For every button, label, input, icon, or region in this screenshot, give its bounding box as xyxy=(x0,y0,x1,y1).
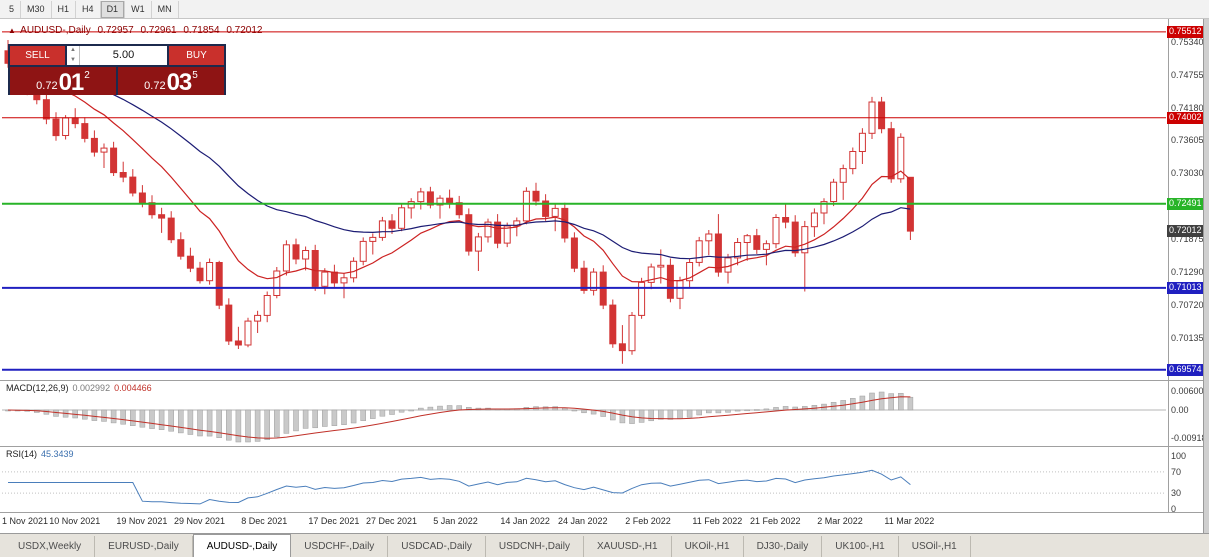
timeframe-button-5[interactable]: 5 xyxy=(3,0,22,18)
panel-toggle-icon[interactable]: ▲ xyxy=(8,26,16,35)
pane-separators xyxy=(0,19,1209,513)
volume-value: 5.00 xyxy=(112,49,135,61)
timeframe-button-h1[interactable]: H1 xyxy=(52,0,77,18)
buy-price-big: 03 xyxy=(166,69,193,96)
chart-tab-bar: USDX,Weekly EURUSD-,Daily AUDUSD-,Daily USD… xyxy=(0,533,1209,557)
macd-pane[interactable] xyxy=(0,381,1168,446)
chart-title: ▲ AUDUSD-,Daily 0.72957 0.72961 0.71854 … xyxy=(8,25,266,36)
chart-tab-audusd-daily[interactable]: AUDUSD-,Daily xyxy=(192,534,292,557)
chart-tab-usdchf-daily[interactable]: USDCHF-,Daily xyxy=(291,536,389,557)
timeframe-button-m30[interactable]: M30 xyxy=(21,0,52,18)
timeframe-button-h4[interactable]: H4 xyxy=(76,0,101,18)
rsi-name: RSI(14) xyxy=(6,449,38,459)
symbol-period-label: AUDUSD-,Daily xyxy=(20,25,91,36)
macd-value-main: 0.002992 xyxy=(72,383,111,393)
chart-tab-dj30-daily[interactable]: DJ30-,Daily xyxy=(744,536,823,557)
rsi-line xyxy=(8,469,911,505)
chart-tab-usdcad-daily[interactable]: USDCAD-,Daily xyxy=(388,536,486,557)
buy-button[interactable]: BUY xyxy=(169,46,224,65)
timeframe-button-d1[interactable]: D1 xyxy=(100,0,126,18)
moving-averages-layer xyxy=(7,62,911,283)
spinner-up-icon[interactable]: ▲ xyxy=(70,47,76,53)
spinner-down-icon[interactable]: ▼ xyxy=(70,56,76,63)
sell-button[interactable]: SELL xyxy=(10,46,65,65)
rsi-value: 45.3439 xyxy=(41,449,74,459)
sell-price-prefix: 0.72 xyxy=(36,80,58,92)
rsi-indicator-label: RSI(14) 45.3439 xyxy=(6,449,78,459)
volume-spinner[interactable]: ▲ ▼ xyxy=(67,46,80,65)
sell-price-display[interactable]: 0.72 01 2 xyxy=(10,67,116,95)
rsi-pane[interactable] xyxy=(0,447,1168,512)
ohlc-close: 0.72012 xyxy=(226,25,263,36)
one-click-trading-panel: SELL ▲ ▼ 5.00 BUY 0.72 01 2 0.72 03 5 xyxy=(8,44,226,95)
chart-tab-ukoil-h1[interactable]: UKOil-,H1 xyxy=(672,536,744,557)
date-axis[interactable] xyxy=(0,513,1168,533)
macd-signal-line xyxy=(7,396,911,439)
buy-price-sup: 5 xyxy=(192,70,198,81)
ohlc-open: 0.72957 xyxy=(97,25,134,36)
sell-price-sup: 2 xyxy=(84,70,90,81)
chart-tab-eurusd-daily[interactable]: EURUSD-,Daily xyxy=(95,536,193,557)
timeframe-button-w1[interactable]: W1 xyxy=(125,0,152,18)
rsi-layer xyxy=(2,469,1166,505)
buy-price-prefix: 0.72 xyxy=(144,80,166,92)
price-axis[interactable] xyxy=(1168,19,1203,512)
ohlc-high: 0.72961 xyxy=(140,25,177,36)
candles-layer xyxy=(4,40,914,364)
window-right-border xyxy=(1203,19,1209,533)
chart-tab-xauusd-h1[interactable]: XAUUSD-,H1 xyxy=(584,536,672,557)
macd-value-signal: 0.004466 xyxy=(114,383,152,393)
chart-tab-usdx-weekly[interactable]: USDX,Weekly xyxy=(5,536,96,557)
ma-34-line xyxy=(7,62,911,260)
ohlc-low: 0.71854 xyxy=(183,25,220,36)
sell-price-big: 01 xyxy=(58,69,85,96)
macd-name: MACD(12,26,9) xyxy=(6,383,69,393)
chart-tab-usoil-h1[interactable]: USOil-,H1 xyxy=(899,536,971,557)
volume-field[interactable]: ▲ ▼ 5.00 xyxy=(67,46,167,65)
timeframe-button-mn[interactable]: MN xyxy=(152,0,179,18)
macd-layer xyxy=(2,391,1166,443)
timeframe-toolbar: 5 M30 H1 H4 D1 W1 MN xyxy=(0,0,1209,19)
ma-13-line xyxy=(7,62,911,283)
buy-price-display[interactable]: 0.72 03 5 xyxy=(118,67,224,95)
macd-indicator-label: MACD(12,26,9) 0.002992 0.004466 xyxy=(6,383,156,393)
chart-tab-uk100-h1[interactable]: UK100-,H1 xyxy=(822,536,899,557)
chart-tab-usdcnh-daily[interactable]: USDCNH-,Daily xyxy=(486,536,584,557)
horizontal-lines-layer[interactable] xyxy=(2,31,1166,371)
